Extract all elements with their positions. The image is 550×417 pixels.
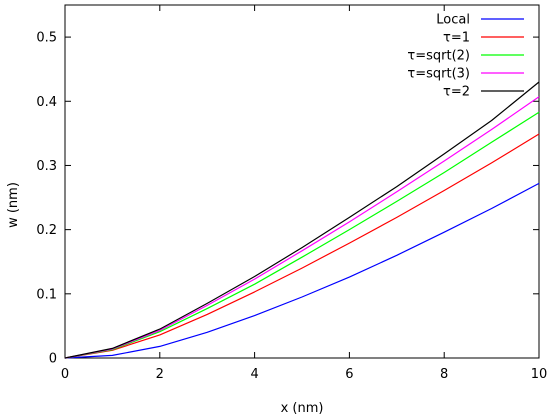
y-tick-label: 0.4	[36, 95, 57, 110]
y-tick-label: 0.1	[36, 287, 57, 302]
x-tick-label: 4	[250, 367, 258, 382]
y-tick-label: 0.2	[36, 223, 57, 238]
legend-label: τ=1	[443, 31, 470, 46]
y-axis-label: w (nm)	[6, 182, 21, 228]
x-axis-label: x (nm)	[281, 401, 324, 416]
legend-label: Local	[436, 13, 470, 28]
legend-label: τ=2	[443, 85, 470, 100]
x-tick-label: 10	[531, 367, 548, 382]
plot-frame	[64, 4, 540, 359]
y-tick-label: 0.3	[36, 159, 57, 174]
series-line	[64, 96, 540, 359]
x-tick-label: 2	[156, 367, 164, 382]
y-tick-label: 0.5	[36, 31, 57, 46]
legend-label: τ=sqrt(3)	[407, 67, 470, 82]
series-line	[64, 81, 540, 359]
x-tick-label: 6	[345, 367, 353, 382]
series-group	[64, 81, 540, 359]
y-tick-label: 0	[49, 352, 57, 367]
series-line	[64, 133, 540, 359]
axes: 0 2 4 6 8 10 0 0.1 0.2 0.3 0.4 0.5	[36, 4, 548, 382]
series-line	[64, 111, 540, 359]
series-line	[64, 182, 540, 359]
x-tick-label: 8	[440, 367, 448, 382]
legend: Local τ=1 τ=sqrt(2) τ=sqrt(3) τ=2	[407, 13, 524, 100]
x-tick-label: 0	[61, 367, 69, 382]
legend-label: τ=sqrt(2)	[407, 49, 470, 64]
